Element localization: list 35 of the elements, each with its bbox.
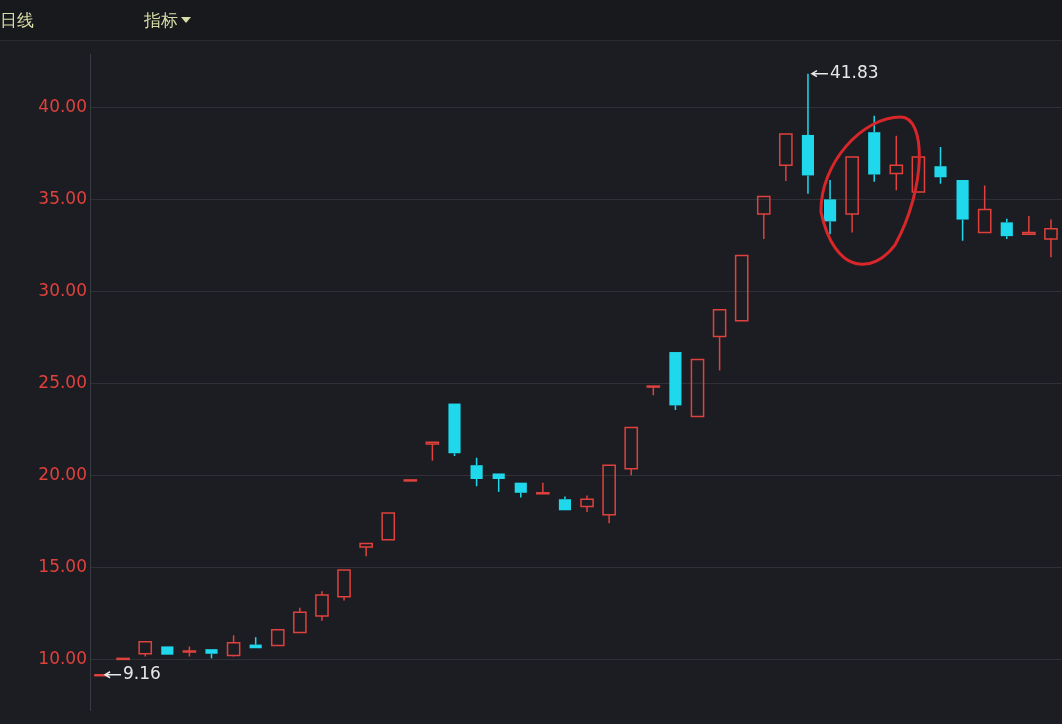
candlestick: [337, 569, 351, 602]
candlestick: [712, 308, 727, 372]
y-tick-label: 30.00: [38, 279, 87, 300]
candlestick: [845, 156, 859, 234]
y-tick-label: 25.00: [38, 371, 87, 392]
candlestick: [624, 426, 639, 477]
candlestick: [293, 607, 307, 634]
y-tick-label: 10.00: [38, 647, 87, 668]
candlestick: [558, 495, 572, 511]
y-tick-label: 40.00: [38, 95, 87, 116]
candlestick: [756, 195, 771, 240]
chart-title: 日线: [0, 8, 34, 32]
candlestick: [1044, 218, 1058, 259]
candlestick: [801, 72, 815, 195]
candlestick: [315, 590, 329, 622]
candlestick: [977, 184, 992, 234]
candlestick: [580, 494, 594, 513]
candlestick: [823, 179, 837, 236]
y-tick-label: 35.00: [38, 187, 87, 208]
candlestick: [779, 133, 793, 182]
candlestick: [868, 114, 881, 183]
text: 指标: [144, 8, 178, 32]
candlestick: [934, 146, 947, 185]
candlestick: [536, 481, 550, 495]
candlestick: [1022, 215, 1036, 236]
y-tick-label: 15.00: [38, 555, 87, 576]
y-tick-label: 20.00: [38, 463, 87, 484]
annotation: 41.83: [829, 62, 879, 83]
candlestick: [138, 641, 153, 658]
candlestick: [602, 464, 616, 524]
candlestick: [514, 482, 527, 499]
annotation: 9.16: [123, 663, 161, 684]
candlestick: [359, 542, 373, 558]
candlestick: [1000, 217, 1013, 240]
candlestick: [889, 135, 904, 191]
